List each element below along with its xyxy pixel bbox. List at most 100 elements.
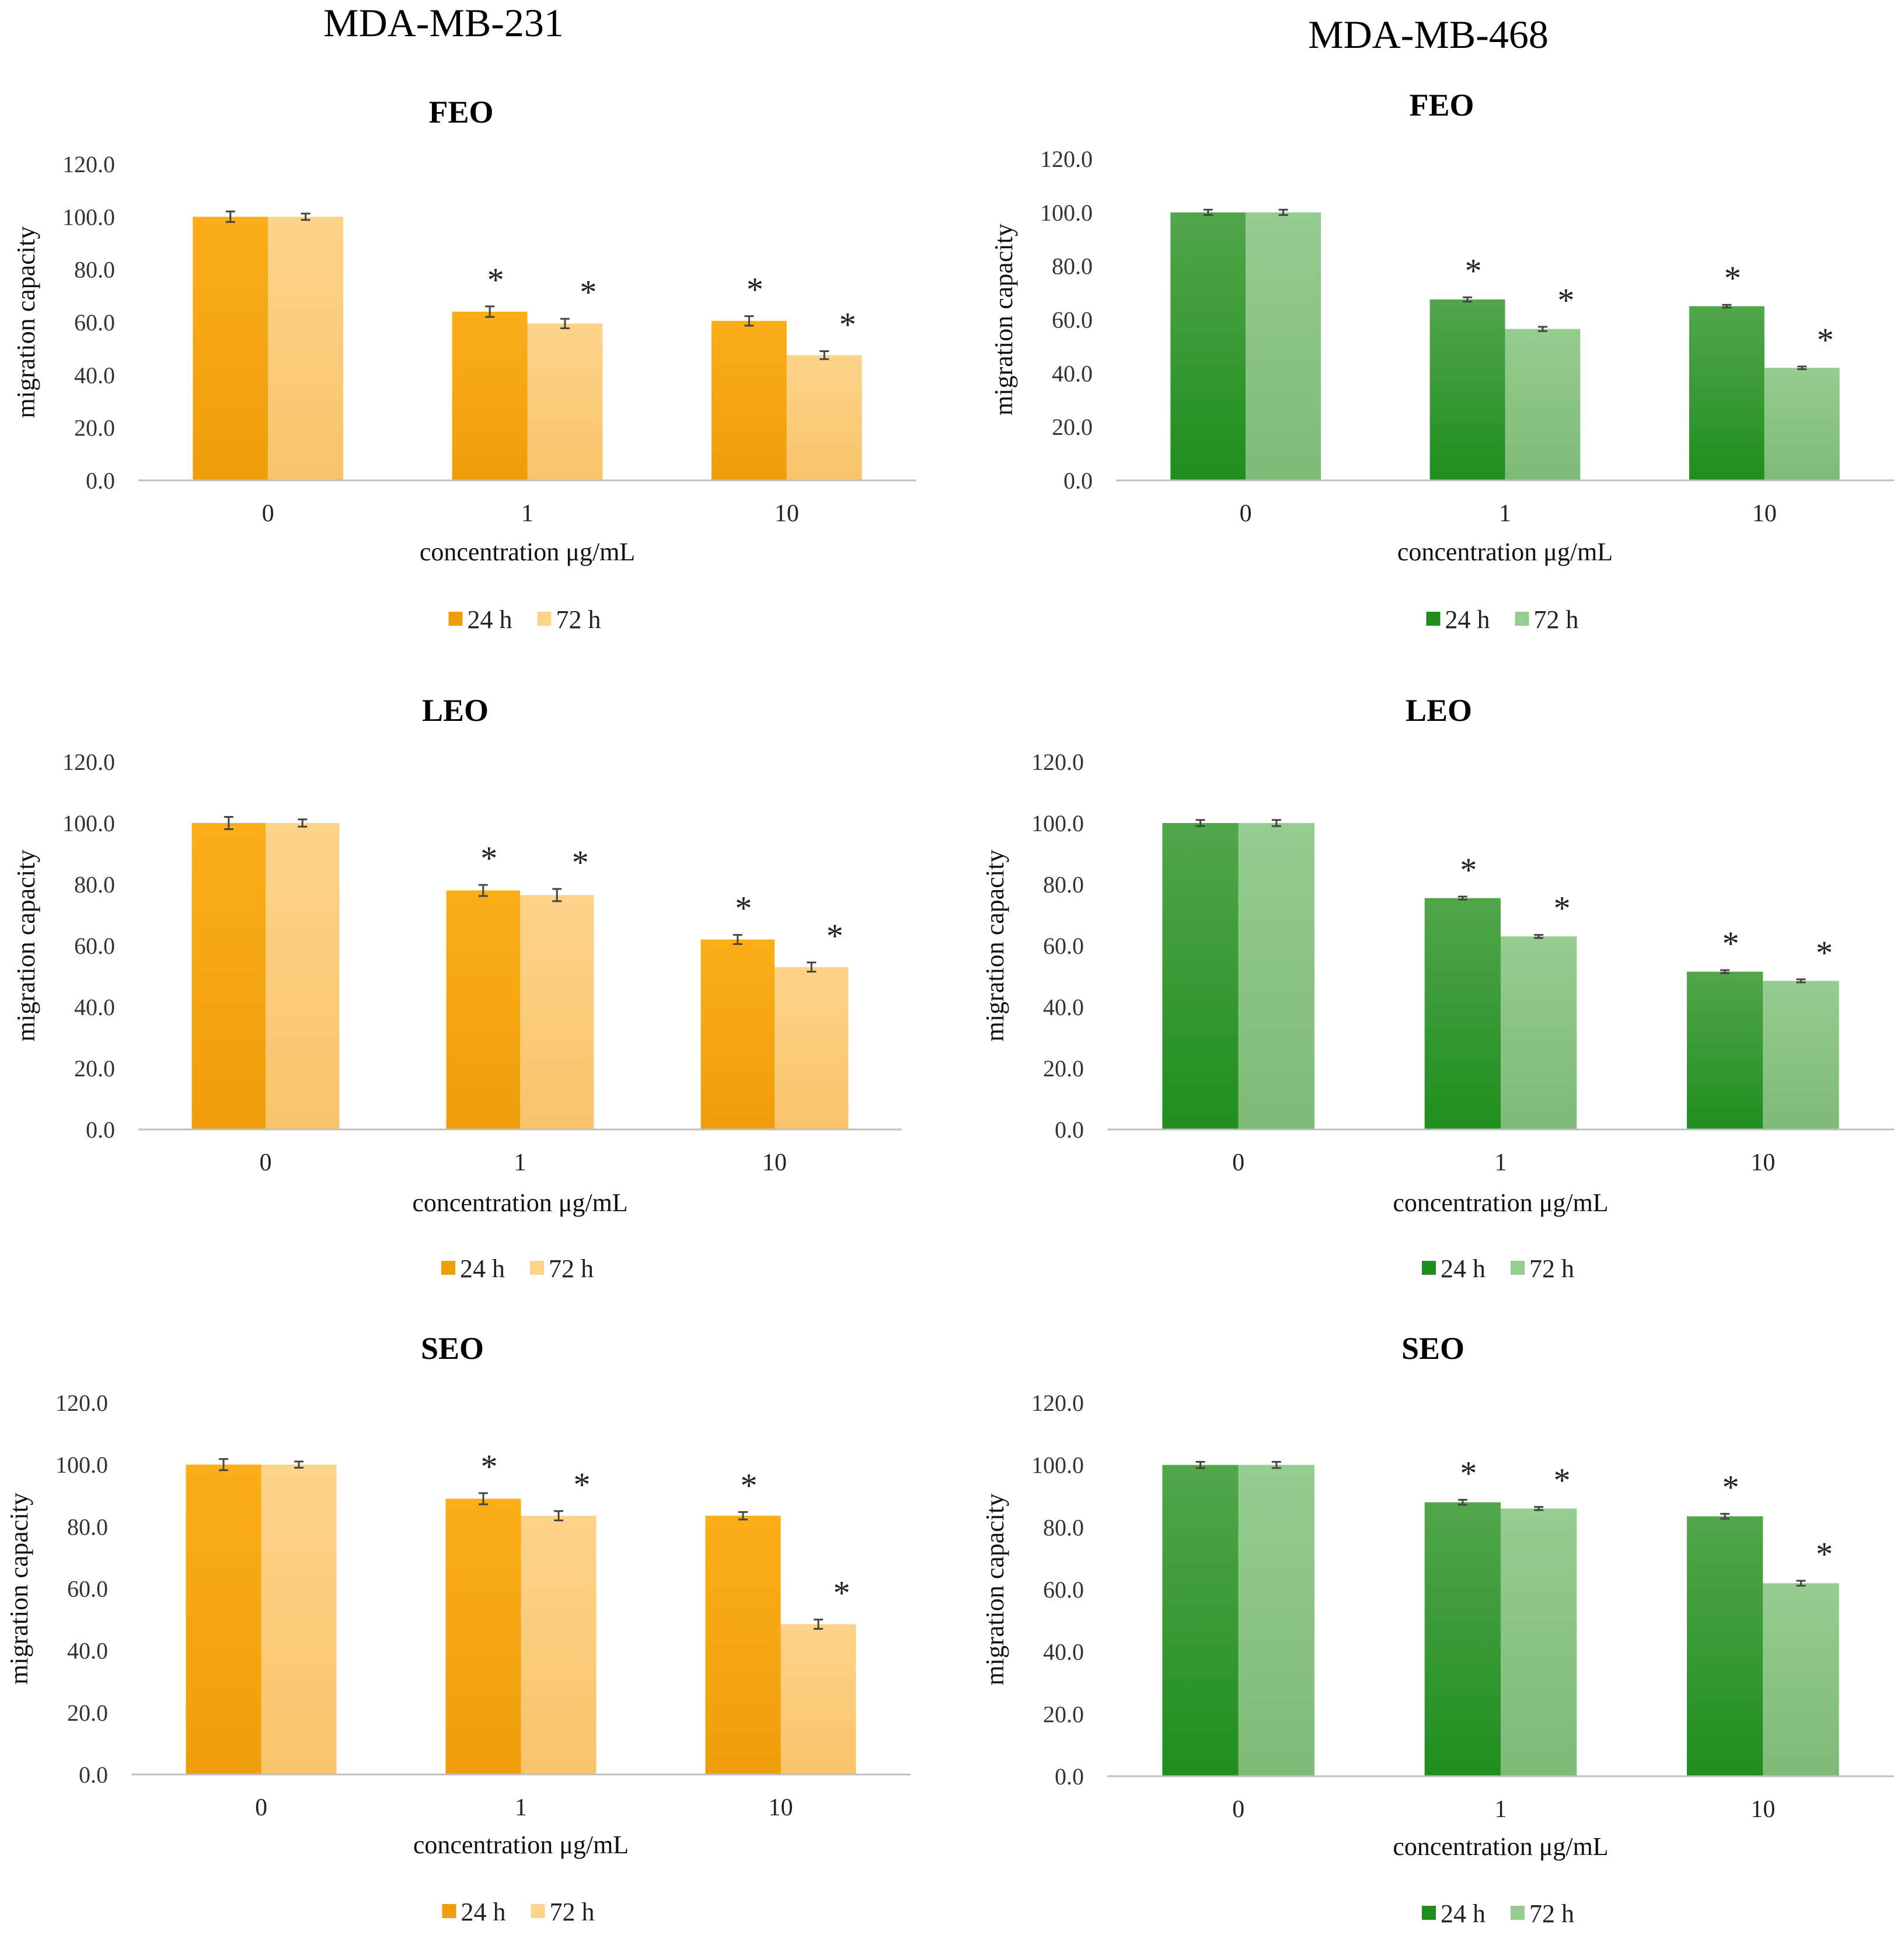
bar-24h-10 <box>1689 306 1764 480</box>
x-tick-label: 10 <box>775 500 799 527</box>
error-bar <box>1796 978 1806 984</box>
column-title-left: MDA-MB-231 <box>323 1 564 45</box>
y-tick-label: 120.0 <box>55 1390 108 1416</box>
legend-label: 72 h <box>550 1898 595 1926</box>
error-bar <box>225 210 235 223</box>
bar-24h-1 <box>1424 1502 1501 1776</box>
legend: 24 h 72 h <box>1422 1899 1574 1928</box>
bar-24h-10 <box>705 1515 781 1774</box>
significance-star: * <box>1460 1454 1477 1492</box>
chart-leo-mda-mb-231: LEO 0.0 20.0 40.0 60.0 80.0 100.0 120.0 migratio… <box>12 693 902 1283</box>
y-tick-label: 80.0 <box>1043 871 1084 898</box>
y-tick-label: 100.0 <box>62 810 115 836</box>
legend-swatch-72h <box>537 612 552 626</box>
significance-star: * <box>1554 890 1571 928</box>
chart-feo-mda-mb-231: FEO 0.0 20.0 40.0 60.0 80.0 100.0 120.0 migratio… <box>12 95 916 634</box>
y-tick-label: 40.0 <box>74 994 115 1020</box>
error-bar <box>1278 208 1288 216</box>
legend-label: 72 h <box>1529 1254 1574 1283</box>
bar-24h-1 <box>446 890 520 1129</box>
y-tick-label: 20.0 <box>1043 1701 1084 1727</box>
x-tick-label: 10 <box>1750 1149 1775 1176</box>
legend-swatch-24h <box>442 1904 456 1918</box>
error-bar <box>560 318 570 329</box>
bar-24h-10 <box>700 939 775 1129</box>
legend-label: 72 h <box>1534 605 1579 634</box>
x-tick-label: 0 <box>1232 1149 1244 1176</box>
bar-72h-10 <box>775 967 849 1129</box>
bar-72h-10 <box>1764 368 1840 480</box>
error-bar <box>1271 1460 1281 1469</box>
error-bar <box>478 1492 488 1505</box>
y-tick-label: 120.0 <box>1031 749 1084 775</box>
bar-72h-1 <box>520 895 594 1129</box>
chart-title: LEO <box>422 693 489 728</box>
bar-72h-0 <box>1238 1465 1314 1776</box>
error-bar <box>820 350 829 360</box>
legend-label: 24 h <box>460 1254 505 1283</box>
legend-swatch-24h <box>1422 1906 1436 1920</box>
error-bar <box>301 212 311 221</box>
y-tick-label: 60.0 <box>74 933 115 959</box>
error-bar <box>1534 934 1544 939</box>
x-tick-label: 10 <box>1752 500 1777 527</box>
x-tick-label: 10 <box>762 1149 787 1176</box>
error-bar <box>552 888 562 902</box>
y-tick-label: 0.0 <box>86 1117 115 1143</box>
y-tick-label: 60.0 <box>1052 307 1093 333</box>
column-title-right: MDA-MB-468 <box>1308 12 1549 57</box>
bar-24h-0 <box>1170 212 1246 480</box>
bar-72h-0 <box>1238 823 1314 1129</box>
y-tick-label: 0.0 <box>79 1762 108 1788</box>
x-tick-label: 0 <box>1240 500 1252 527</box>
chart-leo-mda-mb-468: LEO 0.0 20.0 40.0 60.0 80.0 100.0 120.0 migratio… <box>981 693 1894 1283</box>
y-axis-label: migration capacity <box>12 850 40 1042</box>
error-bar <box>1271 819 1281 827</box>
significance-star: * <box>747 271 763 309</box>
y-axis-label: migration capacity <box>981 850 1009 1042</box>
error-bar <box>1720 1512 1730 1520</box>
y-tick-label: 0.0 <box>86 468 115 494</box>
bar-72h-1 <box>1505 329 1581 480</box>
significance-star: * <box>1554 1462 1571 1500</box>
bar-24h-0 <box>191 823 266 1129</box>
y-tick-label: 80.0 <box>74 257 115 283</box>
y-tick-label: 40.0 <box>1052 360 1093 386</box>
x-tick-label: 1 <box>1495 1796 1507 1823</box>
bar-24h-1 <box>452 311 528 480</box>
bar-24h-10 <box>1687 1516 1763 1776</box>
bar-24h-1 <box>1424 898 1501 1129</box>
significance-star: * <box>1724 259 1741 297</box>
error-bar <box>294 1460 304 1469</box>
significance-star: * <box>735 890 752 928</box>
y-tick-label: 80.0 <box>1043 1514 1084 1540</box>
y-tick-label: 60.0 <box>1043 933 1084 959</box>
y-tick-label: 40.0 <box>67 1638 108 1664</box>
y-tick-label: 80.0 <box>74 871 115 898</box>
error-bar <box>1720 969 1730 974</box>
significance-star: * <box>834 1574 850 1612</box>
significance-star: * <box>580 273 597 311</box>
legend-swatch-72h <box>1515 612 1529 626</box>
significance-star: * <box>827 917 843 955</box>
y-tick-label: 60.0 <box>74 309 115 336</box>
y-tick-label: 0.0 <box>1063 468 1093 494</box>
x-tick-label: 1 <box>515 1794 527 1821</box>
error-bar <box>1463 296 1473 303</box>
y-tick-label: 100.0 <box>1031 1452 1084 1479</box>
x-tick-label: 1 <box>521 500 533 527</box>
error-bar <box>807 961 817 973</box>
error-bar <box>738 1511 748 1521</box>
x-tick-label: 10 <box>1750 1796 1775 1823</box>
x-axis-label: concentration μg/mL <box>420 538 635 566</box>
bar-24h-1 <box>1429 299 1505 480</box>
bar-72h-10 <box>1763 981 1839 1129</box>
significance-star: * <box>1722 925 1739 963</box>
legend-label: 72 h <box>556 605 601 634</box>
significance-star: * <box>1816 934 1833 972</box>
legend-swatch-72h <box>530 1261 544 1275</box>
y-tick-label: 120.0 <box>62 151 115 177</box>
y-tick-label: 40.0 <box>1043 994 1084 1020</box>
y-tick-label: 100.0 <box>1031 810 1084 836</box>
error-bar <box>1457 895 1467 901</box>
